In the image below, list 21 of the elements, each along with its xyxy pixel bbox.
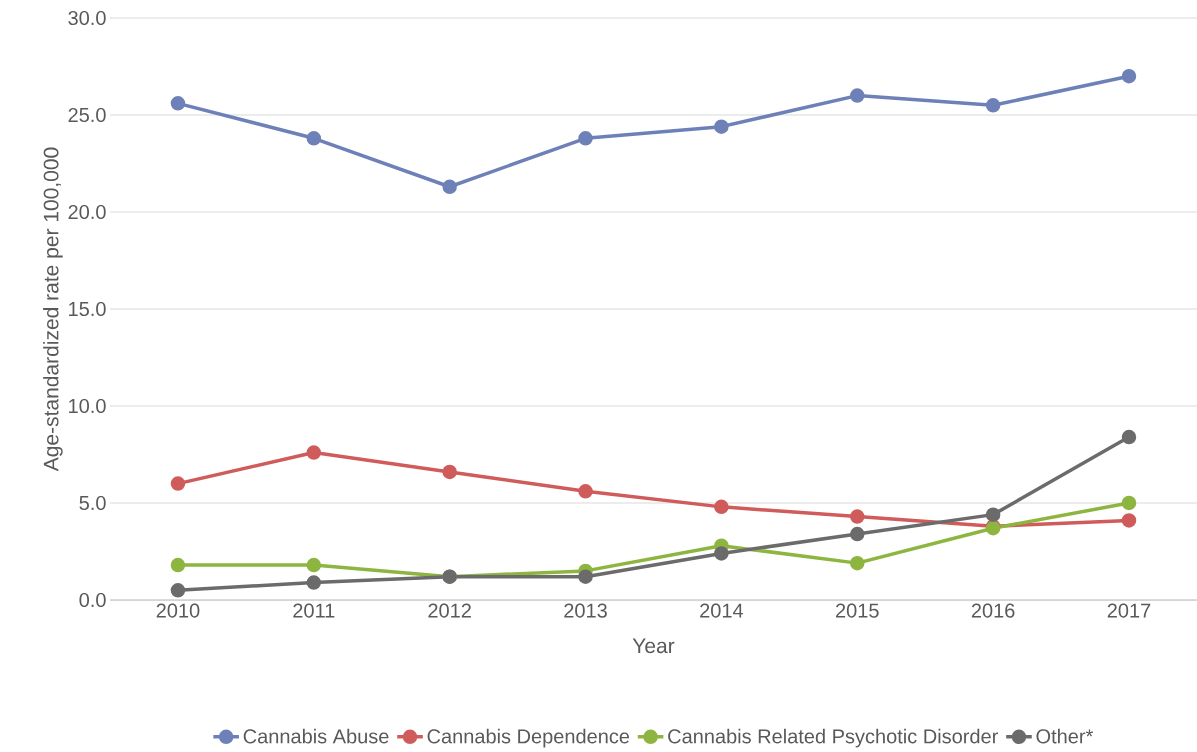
y-axis-title: Age-standardized rate per 100,000 xyxy=(43,147,63,472)
x-tick-label: 2017 xyxy=(1107,603,1151,618)
legend-label: Cannabis Dependence xyxy=(427,728,630,748)
y-tick-label: 5.0 xyxy=(79,495,106,511)
x-tick-label: 2012 xyxy=(428,603,471,618)
y-tick-label: 0.0 xyxy=(79,592,106,608)
x-tick-label: 2011 xyxy=(293,603,335,618)
y-tick-label: 25.0 xyxy=(68,107,106,123)
x-tick-label: 2014 xyxy=(700,603,744,618)
x-tick-label: 2013 xyxy=(564,603,607,618)
x-tick-label: 2015 xyxy=(836,603,879,618)
x-tick-label: 2010 xyxy=(156,603,200,618)
y-tick-label: 30.0 xyxy=(68,10,106,26)
y-tick-label: 10.0 xyxy=(69,398,106,414)
legend-label: Cannabis Related Psychotic Disorder xyxy=(668,728,999,748)
x-tick-label: 2016 xyxy=(971,603,1015,618)
y-tick-label: 20.0 xyxy=(68,204,106,220)
legend-label: Other* xyxy=(1036,728,1094,744)
legend-label: Cannabis Abuse xyxy=(243,728,389,744)
y-tick-label: 15.0 xyxy=(69,301,106,317)
x-axis-title: Year xyxy=(632,638,675,654)
